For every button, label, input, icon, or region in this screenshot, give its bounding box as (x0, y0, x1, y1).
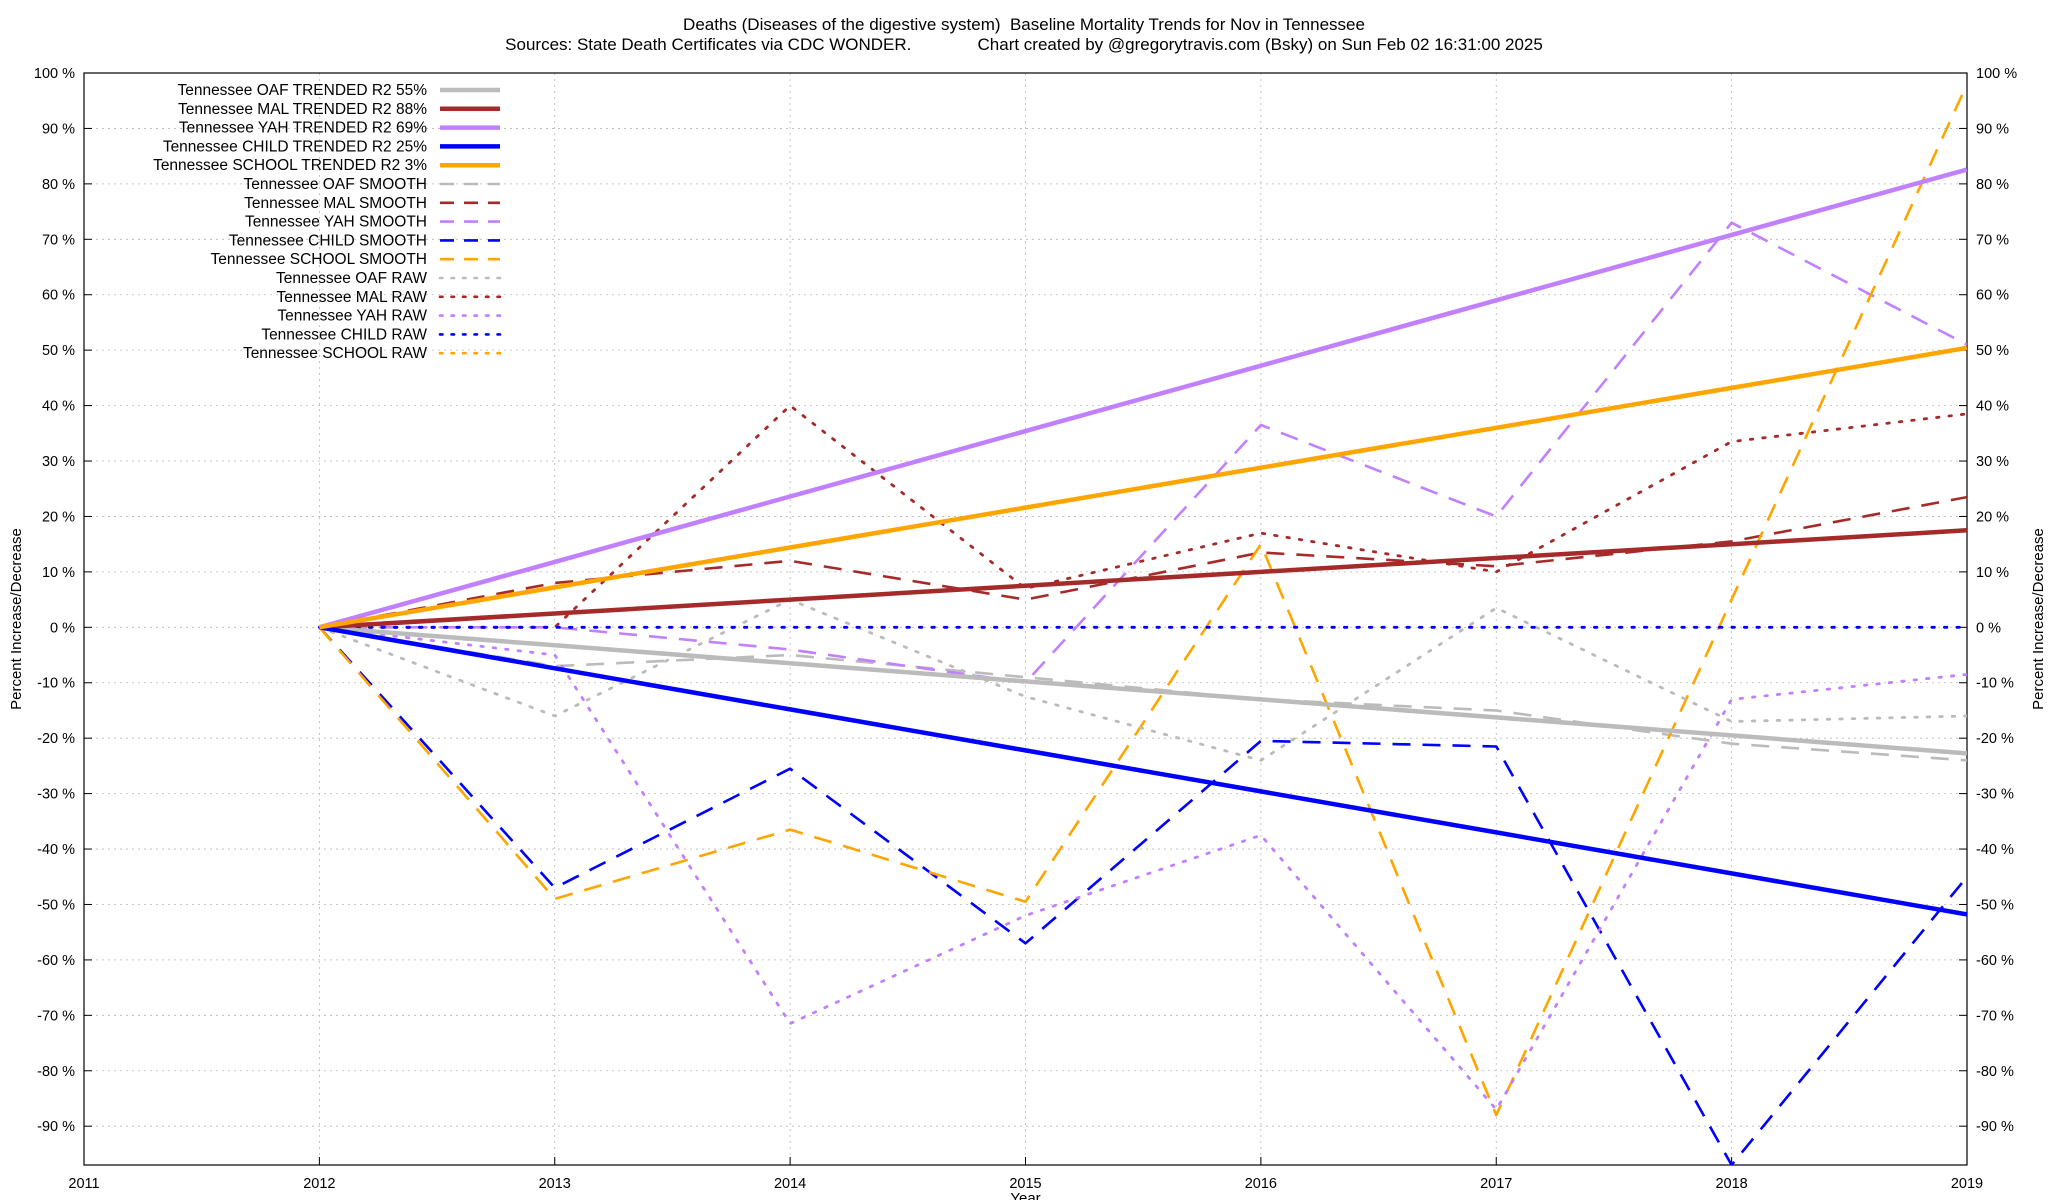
y-axis-label: Percent Increase/Decrease (8, 528, 25, 710)
y2-tick-label: 20 % (1976, 509, 2009, 525)
y2-tick-label: 70 % (1976, 232, 2009, 248)
y2-tick-label: 50 % (1976, 343, 2009, 359)
legend-label: Tennessee SCHOOL TRENDED R2 3% (153, 157, 427, 174)
y2-tick-label: 0 % (1976, 620, 2001, 636)
legend-label: Tennessee YAH TRENDED R2 69% (179, 120, 427, 137)
legend-label: Tennessee MAL SMOOTH (244, 195, 427, 212)
y2-tick-label: -80 % (1976, 1064, 2014, 1080)
series-line-3 (319, 625, 1967, 917)
y-tick-label: -10 % (37, 676, 75, 692)
y-tick-label: -70 % (37, 1008, 75, 1024)
series-line-10 (317, 598, 1967, 762)
y-tick-label: 90 % (42, 121, 75, 137)
legend-label: Tennessee CHILD RAW (261, 326, 427, 343)
series-line-8 (318, 626, 1967, 1165)
x-axis-label: Year (1010, 1190, 1040, 1200)
y-tick-label: -40 % (37, 842, 75, 858)
x-tick-label: 2011 (68, 1176, 99, 1192)
legend-label: Tennessee YAH RAW (277, 308, 427, 325)
x-tick-label: 2015 (1009, 1176, 1041, 1192)
y2-tick-label: -10 % (1976, 676, 2014, 692)
y-tick-label: -30 % (37, 787, 75, 803)
series-line-11 (317, 404, 1967, 629)
y2-axis-label: Percent Increase/Decrease (2030, 528, 2047, 710)
series-line-2 (318, 167, 1967, 630)
y-tick-label: 30 % (42, 454, 75, 470)
y-tick-label: -50 % (37, 897, 75, 913)
series-line-5 (319, 626, 1967, 762)
y-tick-label: -60 % (37, 953, 75, 969)
legend-label: Tennessee CHILD TRENDED R2 25% (163, 138, 427, 155)
series-group (317, 83, 1967, 1165)
y2-tick-label: 90 % (1976, 121, 2009, 137)
series-line-0 (319, 625, 1967, 756)
y-tick-label: 0 % (50, 620, 75, 636)
y2-tick-label: 80 % (1976, 177, 2009, 193)
y-tick-label: 70 % (42, 232, 75, 248)
y2-tick-label: 60 % (1976, 288, 2009, 304)
legend: Tennessee OAF TRENDED R2 55% Tennessee MA… (153, 82, 502, 362)
y-tick-label: 60 % (42, 288, 75, 304)
series-line-4 (319, 345, 1967, 630)
legend-label: Tennessee OAF RAW (276, 270, 427, 287)
y2-tick-label: -40 % (1976, 842, 2014, 858)
x-tick-label: 2016 (1245, 1176, 1277, 1192)
legend-label: Tennessee OAF SMOOTH (244, 176, 427, 193)
y-tick-label: -80 % (37, 1064, 75, 1080)
y2-tick-label: -90 % (1976, 1119, 2014, 1135)
axes: 100 % 100 % 90 % 90 % 80 % 80 % 70 % 70 % 60 % 60… (34, 66, 2017, 1192)
chart-title: Deaths (Diseases of the digestive system… (683, 15, 1365, 34)
grid (83, 72, 1968, 1165)
chart-subtitle: Sources: State Death Certificates via CD… (505, 35, 1543, 54)
series-line-7 (319, 221, 1967, 685)
legend-label: Tennessee SCHOOL RAW (243, 345, 427, 362)
x-tick-label: 2017 (1480, 1176, 1512, 1192)
y-tick-label: 10 % (42, 565, 75, 581)
y2-tick-label: -30 % (1976, 787, 2014, 803)
x-tick-label: 2014 (774, 1176, 806, 1192)
y-tick-label: 40 % (42, 399, 75, 415)
legend-label: Tennessee MAL RAW (277, 289, 428, 306)
series-line-12 (317, 625, 1967, 1111)
y-tick-label: 80 % (42, 177, 75, 193)
y-tick-label: 100 % (34, 66, 75, 82)
y2-tick-label: 10 % (1976, 565, 2009, 581)
y-tick-label: -20 % (37, 731, 75, 747)
legend-label: Tennessee SCHOOL SMOOTH (211, 251, 428, 268)
legend-label: Tennessee OAF TRENDED R2 55% (177, 82, 427, 99)
series-line-9 (318, 83, 1967, 1117)
y-tick-label: 50 % (42, 343, 75, 359)
y2-tick-label: -70 % (1976, 1008, 2014, 1024)
x-tick-label: 2019 (1951, 1176, 1983, 1192)
y-tick-label: -90 % (37, 1119, 75, 1135)
y2-tick-label: -50 % (1976, 897, 2014, 913)
y2-tick-label: -20 % (1976, 731, 2014, 747)
series-line-1 (319, 528, 1967, 630)
y-tick-label: 20 % (42, 509, 75, 525)
legend-label: Tennessee CHILD SMOOTH (229, 232, 427, 249)
legend-label: Tennessee MAL TRENDED R2 88% (178, 101, 427, 118)
x-tick-label: 2018 (1715, 1176, 1747, 1192)
y2-tick-label: -60 % (1976, 953, 2014, 969)
y2-tick-label: 30 % (1976, 454, 2009, 470)
x-tick-label: 2013 (539, 1176, 571, 1192)
y2-tick-label: 40 % (1976, 399, 2009, 415)
x-tick-label: 2012 (303, 1176, 335, 1192)
y2-tick-label: 100 % (1976, 66, 2017, 82)
legend-label: Tennessee YAH SMOOTH (245, 214, 427, 231)
